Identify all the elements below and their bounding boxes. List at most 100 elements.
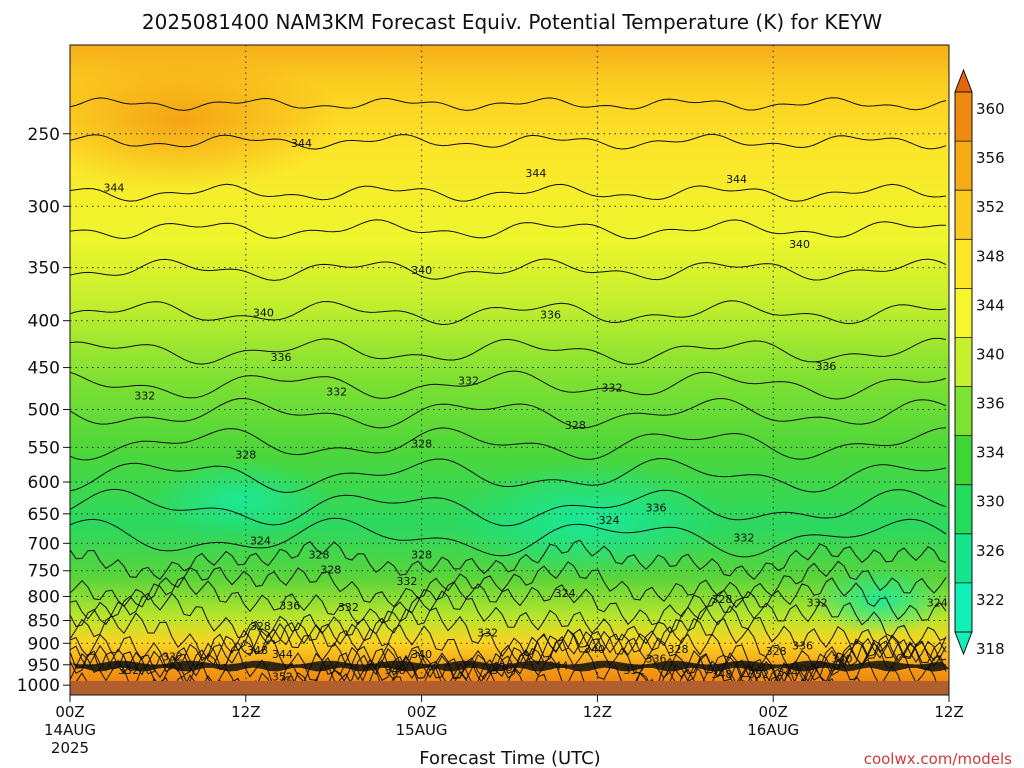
colorbar-label: 344 [976, 296, 1005, 314]
contour-line [70, 605, 947, 664]
chart-title: 2025081400 NAM3KM Forecast Equiv. Potent… [142, 10, 882, 34]
contour-label: 352 [748, 668, 769, 681]
colorbar-label: 318 [976, 640, 1005, 658]
y-tick-label: 900 [28, 634, 60, 654]
colorbar-segment [955, 386, 972, 436]
colorbar-label: 326 [976, 542, 1005, 560]
contour-line [70, 219, 947, 240]
contour-label: 332 [458, 375, 479, 388]
contour-label: 340 [253, 307, 274, 320]
colorbar-segment [955, 239, 972, 289]
contour-line [70, 576, 947, 626]
y-tick-label: 700 [28, 534, 60, 554]
contour-label: 352 [272, 670, 293, 683]
y-tick-label: 750 [28, 562, 60, 582]
contour-line [70, 427, 947, 461]
contour-label: 324 [555, 587, 576, 600]
contour-label: 348 [711, 668, 732, 681]
x-axis-label: Forecast Time (UTC) [419, 748, 600, 768]
boundary-layer-band [70, 660, 949, 672]
contour-line [70, 397, 947, 429]
colorbar-top-arrow [954, 68, 973, 93]
y-tick-label: 650 [28, 505, 60, 525]
y-tick-label: 450 [28, 359, 60, 379]
contour-label: 340 [411, 648, 432, 661]
inversion-band [70, 660, 949, 672]
contour-label: 328 [411, 438, 432, 451]
contour-label: 328 [411, 549, 432, 562]
top-warm-patch [70, 50, 340, 190]
colorbar-segment [955, 582, 972, 632]
contour-lines [70, 97, 947, 695]
contour-label: 332 [396, 575, 417, 588]
contour-label: 332 [807, 596, 828, 609]
colorbar-segment [955, 190, 972, 240]
colorbar-label: 352 [976, 198, 1005, 216]
y-axis: 2503003504004505005506006507007508008509… [17, 125, 70, 696]
x-tick-label: 00Z [55, 703, 84, 721]
y-tick-label: 550 [28, 438, 60, 458]
colorbar-segment [955, 288, 972, 338]
contour-label: 332 [326, 386, 347, 399]
ground-strip [70, 681, 949, 695]
contour-label: 332 [134, 390, 155, 403]
contour-line [70, 560, 947, 608]
x-tick-date: 15AUG [396, 721, 448, 739]
contour-label: 324 [250, 534, 271, 547]
contour-line [70, 488, 947, 527]
contour-label: 340 [411, 264, 432, 277]
contour-label: 332 [162, 650, 183, 663]
contour-label: 340 [832, 652, 853, 665]
colorbar-bottom-arrow [954, 631, 973, 656]
contour-label: 344 [726, 173, 747, 186]
contour-label: 344 [291, 137, 312, 150]
contour-line [70, 539, 947, 581]
contour-label: 328 [235, 449, 256, 462]
contour-label: 332 [733, 532, 754, 545]
contour-label: 324 [599, 514, 620, 527]
contour-label: 328 [309, 549, 330, 562]
x-tick-label: 12Z [583, 703, 612, 721]
contour-label: 328 [711, 593, 732, 606]
colorbar-label: 360 [976, 100, 1005, 118]
contour-label: 328 [565, 419, 586, 432]
y-tick-label: 300 [28, 197, 60, 217]
contour-label: 336 [646, 652, 667, 665]
contour-line [70, 622, 947, 687]
contour-label: 328 [667, 643, 688, 656]
contour-line [70, 133, 947, 150]
x-tick-label: 00Z [407, 703, 436, 721]
colorbar-label: 356 [976, 149, 1005, 167]
x-tick-date: 14AUG [44, 721, 96, 739]
contour-label: 324 [927, 596, 948, 609]
contour-label: 328 [766, 645, 787, 658]
contour-line [70, 457, 947, 494]
contour-line [70, 370, 947, 400]
contour-label: 344 [547, 660, 568, 673]
x-tick-label: 12Z [934, 703, 963, 721]
colorbar-label: 340 [976, 346, 1005, 364]
contour-label: 344 [777, 666, 798, 679]
cool-core-center [450, 460, 730, 580]
contour-line [70, 300, 947, 326]
colorbar-segment [955, 141, 972, 191]
contour-line [70, 590, 947, 647]
colorbar-segment [955, 484, 972, 534]
y-tick-label: 1000 [17, 676, 60, 696]
contour-label: 348 [247, 644, 268, 657]
y-tick-label: 350 [28, 259, 60, 279]
cool-core-left [150, 460, 330, 540]
plot-frame [69, 44, 950, 696]
y-tick-label: 800 [28, 587, 60, 607]
colorbar-label: 334 [976, 444, 1005, 462]
contour-label: 336 [792, 639, 813, 652]
contour-label: 332 [602, 381, 623, 394]
y-tick-label: 400 [28, 312, 60, 332]
colorbar: 360 356 352 348 344 340 336 334 330 326 322 318 [954, 68, 1005, 658]
y-tick-label: 950 [28, 656, 60, 676]
contour-label: 340 [789, 238, 810, 251]
contour-label: 332 [118, 664, 139, 677]
colorbar-label: 330 [976, 493, 1005, 511]
